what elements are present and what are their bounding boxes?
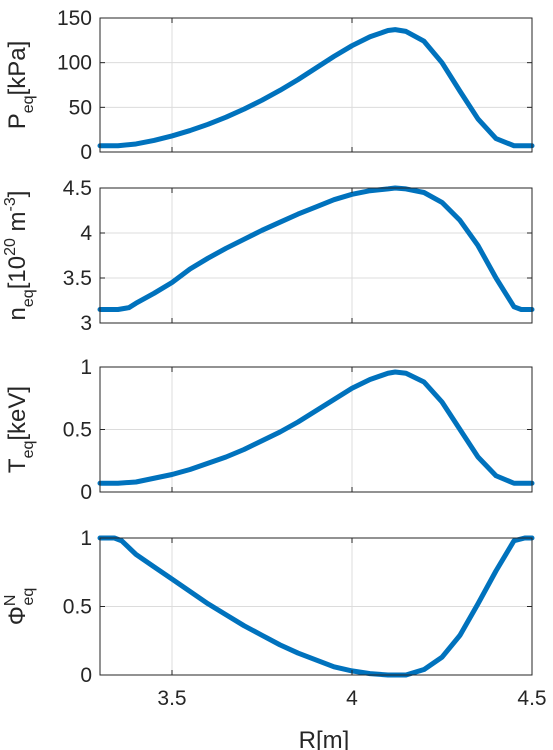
panel-3: 0 0.5 1 Teq[keV]: [4, 356, 535, 504]
panel-1: 0 50 100 150 Peq[kPa]: [4, 7, 535, 164]
y-tick-label: 50: [69, 96, 92, 119]
series-line: [97, 369, 535, 486]
y-axis-label: neq[1020 m-3]: [2, 191, 37, 321]
y-tick-label: 4.5: [63, 177, 92, 200]
y-tick-label: 3.5: [63, 267, 92, 290]
y-tick-label: 0: [80, 664, 92, 687]
y-tick-label: 0.5: [63, 419, 92, 442]
x-tick-label: 4: [346, 687, 358, 710]
series-line: [97, 535, 535, 678]
y-axis-label: Peq[kPa]: [4, 41, 37, 130]
panel-4: 0 0.5 1 3.5 4 4.5 R[m] ΦNeq​: [2, 527, 547, 750]
y-tick-label: 3: [80, 312, 92, 335]
y-tick-label: 0: [80, 141, 92, 164]
y-axis-label: ΦNeq​: [2, 588, 37, 626]
axes-frame: [99, 187, 533, 324]
y-tick-label: 1: [80, 527, 92, 550]
y-tick-label: 4: [80, 222, 92, 245]
y-tick-label: 1: [80, 356, 92, 379]
x-axis-label: R[m]: [299, 727, 350, 750]
x-tick-label: 3.5: [157, 687, 186, 710]
axes-frame: [99, 17, 533, 153]
x-tick-label: 4.5: [517, 687, 546, 710]
y-tick-label: 100: [57, 52, 92, 75]
series-line: [97, 27, 535, 149]
y-tick-label: 150: [57, 7, 92, 30]
y-tick-label: 0.5: [63, 596, 92, 619]
y-axis-label: Teq[keV]: [4, 386, 37, 473]
y-tick-label: 0: [80, 481, 92, 504]
series-line: [97, 185, 535, 312]
panel-2: 3 3.5 4 4.5 neq[1020 m-3]: [2, 177, 535, 335]
